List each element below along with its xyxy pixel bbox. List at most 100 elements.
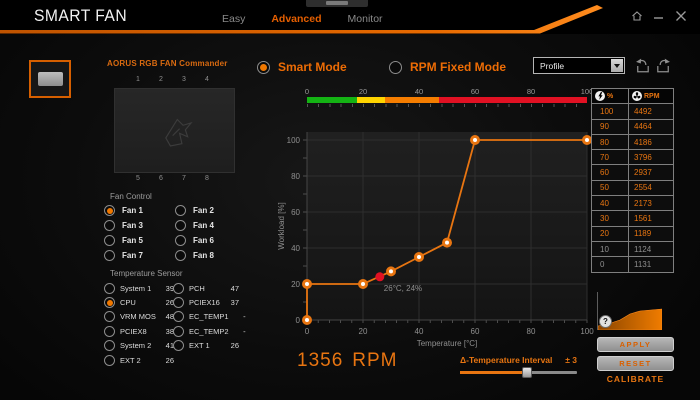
fan-radio[interactable] xyxy=(175,250,186,261)
rpm-table-pct-cell[interactable]: 60 xyxy=(592,165,628,180)
fan-option[interactable]: Fan 4 xyxy=(175,218,214,233)
reset-button[interactable]: RESET xyxy=(597,356,674,371)
sensor-option[interactable]: EC_TEMP2 - xyxy=(173,324,246,338)
sensor-radio[interactable] xyxy=(173,282,184,294)
port-number-label: 1 xyxy=(136,76,140,83)
sensor-name: EXT 2 xyxy=(120,355,141,365)
fan-option[interactable]: Fan 3 xyxy=(104,218,143,233)
interval-slider-thumb[interactable] xyxy=(521,367,532,378)
fan-option[interactable]: Fan 6 xyxy=(175,233,214,248)
fan-label: Fan 6 xyxy=(193,236,214,245)
rpm-table-rpm-cell[interactable]: 1131 xyxy=(629,257,673,272)
chevron-down-icon[interactable] xyxy=(611,59,623,72)
sensor-radio[interactable] xyxy=(173,297,184,309)
smart-mode-radio[interactable] xyxy=(257,60,270,74)
window-drag-handle[interactable] xyxy=(306,0,368,7)
sensor-option[interactable]: VRM MOS 48 xyxy=(104,310,174,324)
rpm-table-rpm-cell[interactable]: 2554 xyxy=(629,180,673,196)
rpm-table-pct-cell[interactable]: 10 xyxy=(592,241,628,257)
fan-option[interactable]: Fan 7 xyxy=(104,248,143,263)
sensor-radio[interactable] xyxy=(104,325,115,337)
export-profile-icon[interactable] xyxy=(654,57,673,75)
sensor-radio[interactable] xyxy=(104,282,115,294)
tab-monitor[interactable]: Monitor xyxy=(347,13,383,25)
minimize-icon[interactable] xyxy=(652,9,665,22)
rpm-table-pct-cell[interactable]: 70 xyxy=(592,150,628,165)
rpm-table-pct-cell[interactable]: 20 xyxy=(592,226,628,241)
fan-radio[interactable] xyxy=(175,235,186,246)
port-number-label: 6 xyxy=(159,175,163,182)
sensor-radio[interactable] xyxy=(173,340,184,352)
rpm-table-rpm-cell[interactable]: 3796 xyxy=(629,150,673,165)
curve-point[interactable] xyxy=(302,279,312,289)
sensor-radio[interactable] xyxy=(104,311,115,323)
curve-point[interactable] xyxy=(414,252,424,262)
fan-option[interactable]: Fan 2 xyxy=(175,203,214,218)
ports-top: 1 2 3 4 xyxy=(114,76,235,84)
curve-point[interactable] xyxy=(302,315,312,325)
sensor-option[interactable]: PCIEX16 37 xyxy=(173,295,239,309)
fan-curve-line xyxy=(306,139,587,320)
rpm-table-rpm-cell[interactable]: 4186 xyxy=(629,134,673,150)
sensor-option[interactable]: EC_TEMP1 - xyxy=(173,310,246,324)
fan-option[interactable]: Fan 1 xyxy=(104,203,143,218)
sensor-option[interactable]: System 1 39 xyxy=(104,281,174,295)
fan-radio[interactable] xyxy=(175,205,186,216)
curve-point[interactable] xyxy=(386,266,396,277)
tab-advanced[interactable]: Advanced xyxy=(271,13,322,25)
sensor-radio[interactable] xyxy=(173,325,184,337)
fan-radio[interactable] xyxy=(175,220,186,231)
curve-point[interactable] xyxy=(582,135,592,145)
curve-point[interactable] xyxy=(358,279,368,289)
rpm-table-rpm-cell[interactable]: 4492 xyxy=(629,104,673,119)
rpm-fixed-mode-option[interactable]: RPM Fixed Mode xyxy=(389,60,506,74)
sensor-radio[interactable] xyxy=(173,311,184,323)
home-icon[interactable] xyxy=(630,9,643,22)
sensor-option[interactable]: PCIEX8 38 xyxy=(104,324,174,338)
sensor-radio[interactable] xyxy=(104,340,115,352)
sensor-value: 47 xyxy=(230,283,239,293)
rpm-table-rpm-cell[interactable]: 1124 xyxy=(629,241,673,257)
import-profile-icon[interactable] xyxy=(633,57,652,75)
smart-mode-option[interactable]: Smart Mode xyxy=(257,60,347,74)
fan-option[interactable]: Fan 5 xyxy=(104,233,143,248)
device-selector-thumbnail[interactable] xyxy=(29,60,71,98)
rpm-table-pct-cell[interactable]: 30 xyxy=(592,211,628,226)
rpm-unit: RPM xyxy=(352,350,398,371)
sensor-option[interactable]: PCH 47 xyxy=(173,281,239,295)
help-icon[interactable]: ? xyxy=(599,315,612,328)
sensor-radio[interactable] xyxy=(104,354,115,366)
calibrate-button[interactable]: CALIBRATE xyxy=(606,374,665,384)
fan-radio[interactable] xyxy=(104,205,115,216)
apply-button[interactable]: APPLY xyxy=(597,337,674,352)
rpm-table-pct-cell[interactable]: 80 xyxy=(592,134,628,150)
rpm-table-pct-cell[interactable]: 0 xyxy=(592,257,628,272)
rpm-table-pct-cell[interactable]: 100 xyxy=(592,104,628,119)
sensor-option[interactable]: System 2 41 xyxy=(104,339,174,353)
close-icon[interactable] xyxy=(674,9,687,22)
curve-point[interactable] xyxy=(442,237,452,248)
rpm-table-rpm-cell[interactable]: 2173 xyxy=(629,196,673,211)
sensor-option[interactable]: EXT 2 26 xyxy=(104,353,174,367)
rpm-table-rpm-cell[interactable]: 1189 xyxy=(629,226,673,241)
tab-easy[interactable]: Easy xyxy=(222,13,246,25)
fan-radio[interactable] xyxy=(104,220,115,231)
curve-point[interactable] xyxy=(470,135,480,145)
fan-radio[interactable] xyxy=(104,250,115,261)
rpm-table-pct-cell[interactable]: 90 xyxy=(592,119,628,134)
sensor-value: 26 xyxy=(165,355,174,365)
sensor-option[interactable]: CPU 26 xyxy=(104,295,174,309)
rpm-fixed-mode-radio[interactable] xyxy=(389,60,402,74)
sensor-option[interactable]: EXT 1 26 xyxy=(173,339,239,353)
fan-option[interactable]: Fan 8 xyxy=(175,248,214,263)
svg-text:60: 60 xyxy=(471,327,480,336)
rpm-table-rpm-cell[interactable]: 4464 xyxy=(629,119,673,134)
profile-dropdown[interactable]: Profile xyxy=(533,57,625,74)
rpm-table-pct-cell[interactable]: 50 xyxy=(592,180,628,196)
rpm-table-rpm-cell[interactable]: 1561 xyxy=(629,211,673,226)
rpm-table-rpm-cell[interactable]: 2937 xyxy=(629,165,673,180)
sensor-radio[interactable] xyxy=(104,297,115,309)
fan-radio[interactable] xyxy=(104,235,115,246)
interval-slider-track[interactable] xyxy=(460,367,577,378)
rpm-table-pct-cell[interactable]: 40 xyxy=(592,196,628,211)
